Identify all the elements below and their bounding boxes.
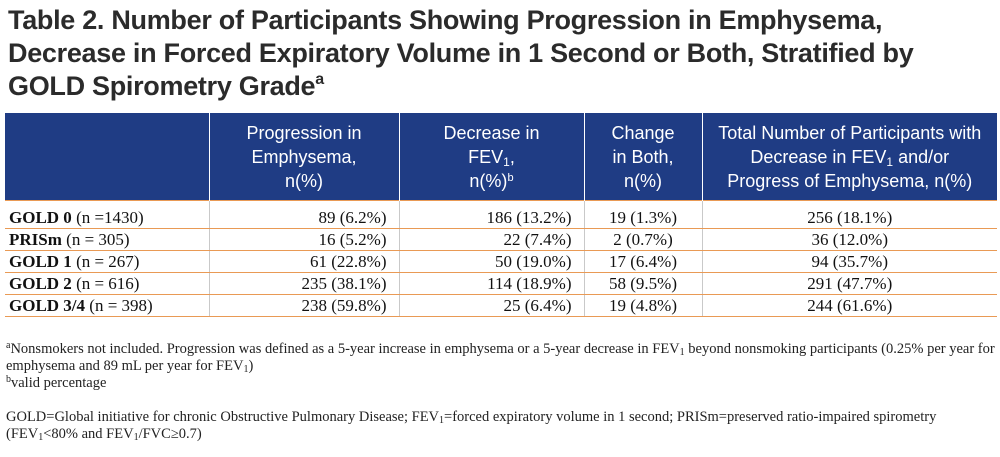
header-total-line-2: Decrease in FEV1 and/or <box>709 145 992 169</box>
row-label: GOLD 3/4 (n = 398) <box>5 294 209 317</box>
cell-fev1: 186 (13.2%) <box>398 200 584 229</box>
cell-both: 19 (4.8%) <box>583 294 702 317</box>
cell-fev1: 22 (7.4%) <box>398 228 584 251</box>
row-label: GOLD 2 (n = 616) <box>5 272 209 295</box>
header-both: Change in Both, n(%) <box>583 113 702 201</box>
cell-both: 19 (1.3%) <box>583 200 702 229</box>
row-label: PRISm (n = 305) <box>5 228 209 251</box>
cell-emphysema: 89 (6.2%) <box>208 200 399 229</box>
header-emphysema-line-1: Progression in <box>246 122 362 143</box>
cell-total: 256 (18.1%) <box>701 200 997 229</box>
cell-emphysema: 16 (5.2%) <box>208 228 399 251</box>
abbrev-text-1: GOLD=Global initiative for chronic Obstr… <box>6 409 440 425</box>
header-fev1-comma: , <box>509 146 515 167</box>
header-fev1-line-2: FEV1, <box>406 145 578 169</box>
footnote-a-text-1: Nonsmokers not included. Progression was… <box>10 341 680 357</box>
header-empty <box>5 113 209 201</box>
row-count: (n = 398) <box>85 295 153 315</box>
cell-fev1: 114 (18.9%) <box>398 272 584 295</box>
cell-emphysema: 238 (59.8%) <box>208 294 399 317</box>
cell-both: 17 (6.4%) <box>583 250 702 273</box>
cell-both: 2 (0.7%) <box>583 228 702 251</box>
table-row-gold-3-4: GOLD 3/4 (n = 398) 238 (59.8%) 25 (6.4%)… <box>5 294 997 317</box>
row-grade: GOLD 0 <box>9 207 72 227</box>
header-both-line-1: Change <box>611 122 675 143</box>
row-label: GOLD 0 (n =1430) <box>5 200 209 229</box>
abbrev-text-4: /FVC≥0.7) <box>138 426 202 442</box>
cell-total: 36 (12.0%) <box>701 228 997 251</box>
footnote-a-sub-1: 1 <box>679 347 685 358</box>
header-emphysema-line-3: n(%) <box>284 170 323 191</box>
header-total-line-3: Progress of Emphysema, n(%) <box>727 170 973 191</box>
header-total-andor: and/or <box>893 146 950 167</box>
header-row: Progression in Emphysema, n(%) Decrease … <box>5 113 997 201</box>
header-total-subscript: 1 <box>886 154 894 169</box>
abbrev-sub-3: 1 <box>133 432 139 443</box>
footnote-a: aNonsmokers not included. Progression wa… <box>6 341 996 375</box>
footnote-a-sub-2: 1 <box>243 364 249 375</box>
header-emphysema-line-2: Emphysema, <box>251 146 357 167</box>
row-count: (n =1430) <box>71 207 144 227</box>
row-count: (n = 616) <box>71 273 140 293</box>
title-line-1: Table 2. Number of Participants Showing … <box>8 5 883 35</box>
abbrev-text-3: <80% and FEV <box>43 426 134 442</box>
title-line-3: GOLD Spirometry Gradea <box>8 70 993 103</box>
abbreviations-note: GOLD=Global initiative for chronic Obstr… <box>6 409 996 443</box>
table-row-gold-1: GOLD 1 (n = 267) 61 (22.8%) 50 (19.0%) 1… <box>5 250 997 273</box>
abbrev-sub-1: 1 <box>439 415 445 426</box>
abbrev-sub-2: 1 <box>38 432 44 443</box>
row-label: GOLD 1 (n = 267) <box>5 250 209 273</box>
header-total-text: Decrease in FEV <box>750 146 887 167</box>
header-fev1-subscript: 1 <box>503 154 510 169</box>
row-count: (n = 305) <box>61 229 130 249</box>
header-fev1-line-1: Decrease in <box>443 122 540 143</box>
row-grade: GOLD 2 <box>9 273 72 293</box>
table-row-gold-0: GOLD 0 (n =1430) 89 (6.2%) 186 (13.2%) 1… <box>5 200 997 229</box>
header-both-line-3: n(%) <box>623 170 662 191</box>
cell-fev1: 50 (19.0%) <box>398 250 584 273</box>
cell-total: 94 (35.7%) <box>701 250 997 273</box>
header-total-line-1: Total Number of Participants with <box>718 122 982 143</box>
row-grade: GOLD 1 <box>9 251 72 271</box>
header-fev1-text: FEV <box>468 146 504 167</box>
table-row-gold-2: GOLD 2 (n = 616) 235 (38.1%) 114 (18.9%)… <box>5 272 997 295</box>
title-line-2: Decrease in Forced Expiratory Volume in … <box>8 38 914 68</box>
footnote-a-text-3: ) <box>248 358 254 374</box>
table-row-prism: PRISm (n = 305) 16 (5.2%) 22 (7.4%) 2 (0… <box>5 228 997 251</box>
cell-total: 244 (61.6%) <box>701 294 997 317</box>
abbrev-text-2: =forced expiratory volume in 1 second; P… <box>6 409 937 442</box>
title-footnote-mark: a <box>315 71 324 88</box>
header-total: Total Number of Participants with Decrea… <box>701 113 997 201</box>
footnote-b-text: valid percentage <box>11 375 107 391</box>
cell-emphysema: 61 (22.8%) <box>208 250 399 273</box>
header-emphysema: Progression in Emphysema, n(%) <box>208 113 399 201</box>
footnote-b-mark: b <box>6 374 11 385</box>
header-fev1-unit: n(%) <box>469 170 508 191</box>
footnote-spacer <box>6 392 996 409</box>
cell-fev1: 25 (6.4%) <box>398 294 584 317</box>
footnotes: aNonsmokers not included. Progression wa… <box>6 341 996 443</box>
footnote-b: bvalid percentage <box>6 375 996 392</box>
data-table: Progression in Emphysema, n(%) Decrease … <box>5 113 997 317</box>
header-both-line-2: in Both, <box>612 146 674 167</box>
header-fev1-footnote-mark: b <box>507 171 514 184</box>
footnote-a-mark: a <box>6 340 11 351</box>
row-count: (n = 267) <box>71 251 140 271</box>
cell-both: 58 (9.5%) <box>583 272 702 295</box>
table-title: Table 2. Number of Participants Showing … <box>8 4 993 103</box>
header-fev1: Decrease in FEV1, n(%)b <box>398 113 584 201</box>
row-grade: GOLD 3/4 <box>9 295 86 315</box>
footnote-a-text-2: beyond nonsmoking participants (0.25% pe… <box>6 341 995 374</box>
cell-emphysema: 235 (38.1%) <box>208 272 399 295</box>
title-line-3-text: GOLD Spirometry Grade <box>8 71 316 101</box>
row-grade: PRISm <box>9 229 62 249</box>
cell-total: 291 (47.7%) <box>701 272 997 295</box>
header-fev1-line-3: n(%)b <box>406 169 578 193</box>
